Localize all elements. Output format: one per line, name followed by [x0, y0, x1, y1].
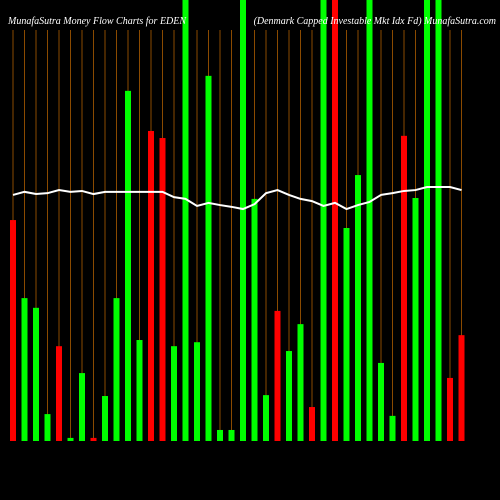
- bar: [136, 340, 143, 441]
- bar: [309, 407, 315, 441]
- bar: [159, 138, 166, 441]
- bar: [240, 0, 246, 441]
- bar: [435, 0, 442, 441]
- bar: [217, 429, 223, 441]
- bar: [171, 346, 177, 441]
- bar: [251, 198, 258, 441]
- bar: [21, 298, 28, 441]
- bar: [33, 307, 39, 441]
- bar: [458, 335, 465, 441]
- bar: [447, 377, 453, 441]
- bar: [10, 220, 16, 441]
- bar: [274, 310, 281, 441]
- bar: [263, 395, 269, 441]
- bar: [320, 0, 327, 441]
- bar: [90, 437, 97, 441]
- line: [12, 185, 462, 211]
- bar: [378, 362, 384, 441]
- chart-subtitle: (Denmark Capped Investable Mkt Idx Fd) M…: [254, 16, 496, 27]
- chart-title: MunafaSutra Money Flow Charts for EDEN: [7, 16, 187, 27]
- bar: [67, 437, 74, 441]
- bar: [228, 429, 235, 441]
- bar: [355, 175, 361, 441]
- bar: [205, 75, 212, 442]
- bar: [113, 298, 120, 441]
- bar: [389, 415, 396, 441]
- bar: [56, 346, 62, 441]
- bar: [182, 0, 189, 441]
- bar: [366, 0, 373, 441]
- bar: [194, 342, 200, 441]
- plot: [10, 0, 465, 442]
- bar: [401, 135, 407, 441]
- bar: [102, 396, 108, 441]
- bar: [412, 198, 419, 441]
- bar: [44, 414, 51, 441]
- bar: [343, 227, 350, 441]
- bar: [286, 351, 292, 441]
- bar: [297, 324, 304, 441]
- bar: [79, 373, 85, 441]
- bar: [332, 0, 338, 441]
- bar: [125, 90, 131, 441]
- bar: [148, 130, 154, 442]
- bar: [424, 0, 430, 441]
